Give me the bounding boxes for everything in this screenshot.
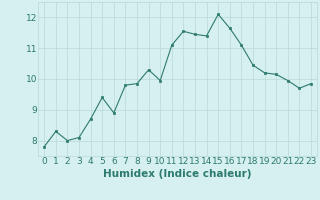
X-axis label: Humidex (Indice chaleur): Humidex (Indice chaleur) bbox=[103, 169, 252, 179]
